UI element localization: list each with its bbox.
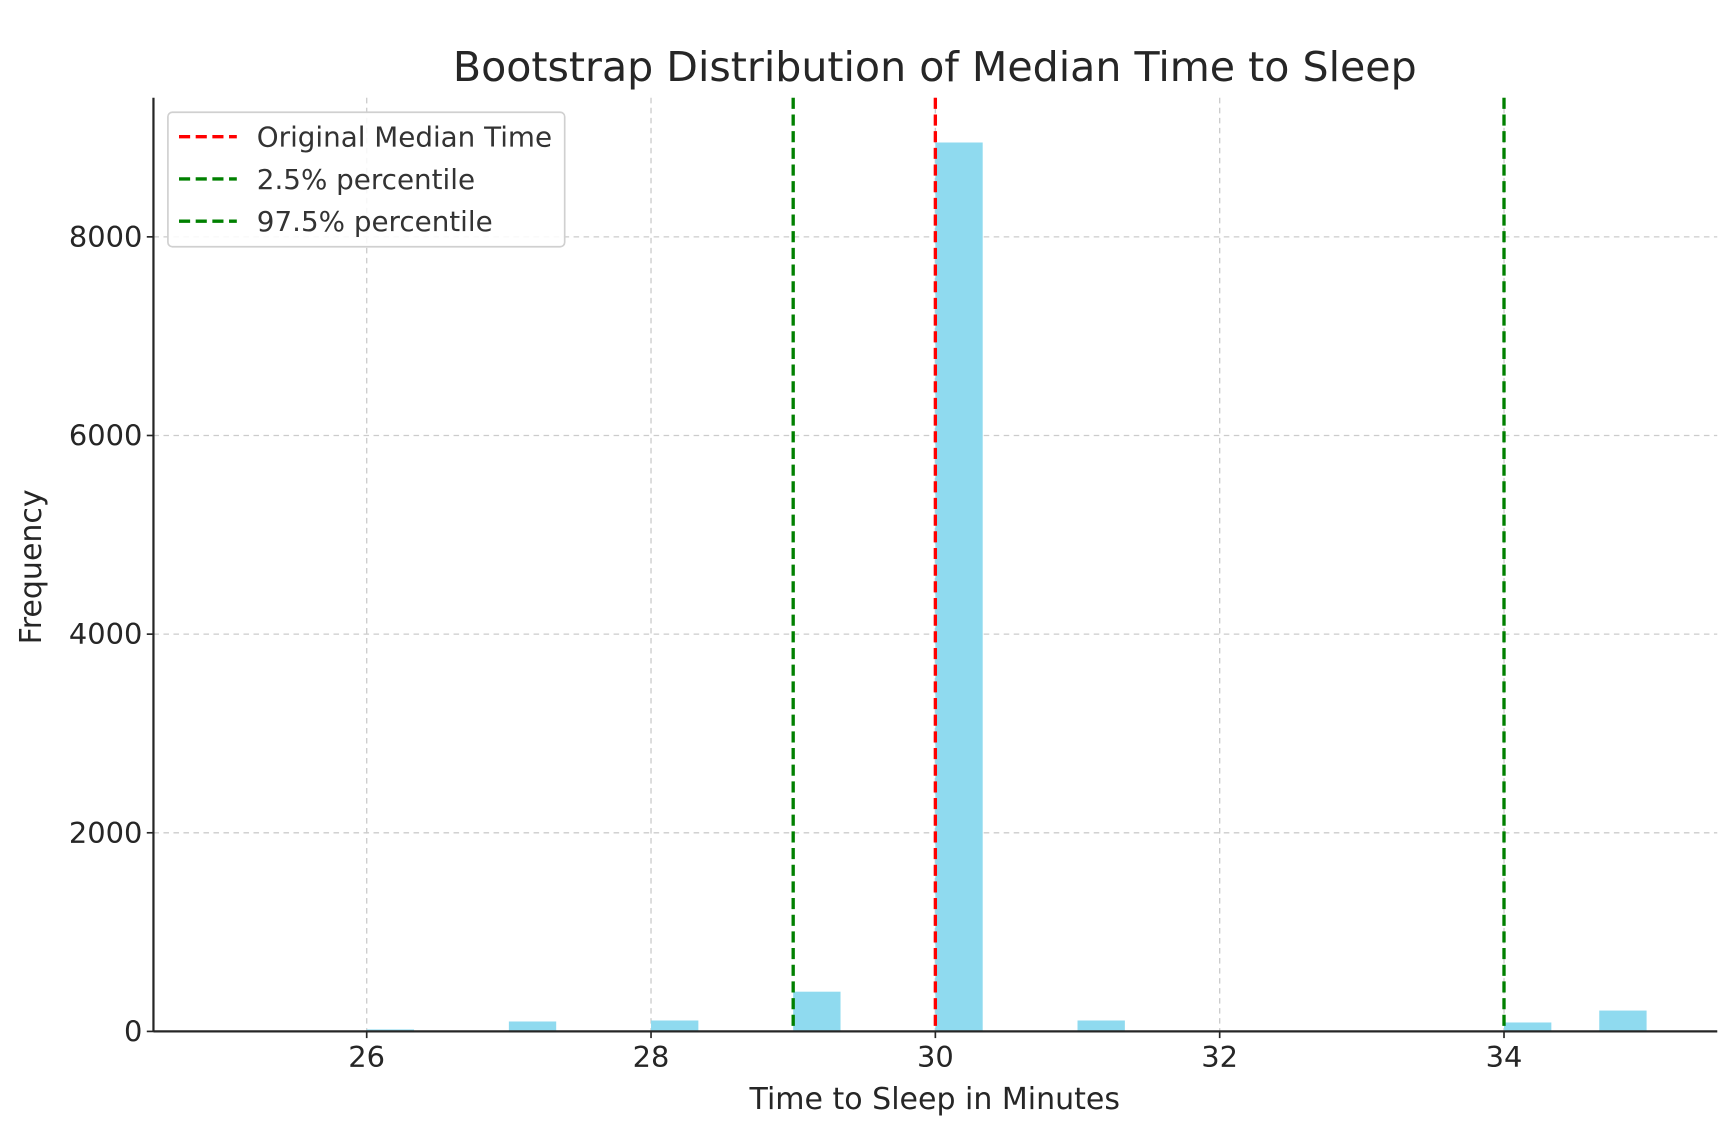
y-axis-label: Frequency (14, 489, 49, 644)
legend: Original Median Time 2.5% percentile 97.5%… (167, 111, 566, 248)
x-tick-label: 34 (1486, 1040, 1523, 1074)
y-tick-label: 8000 (69, 220, 143, 254)
histogram-bar (793, 991, 841, 1032)
y-tick-label: 0 (124, 1014, 142, 1048)
axes (152, 97, 1718, 1033)
legend-label: Original Median Time (257, 121, 552, 154)
legend-label: 97.5% percentile (257, 205, 493, 238)
reference-lines (791, 97, 1506, 1032)
histogram-bar (1599, 1010, 1647, 1032)
y-tick-label: 6000 (69, 418, 143, 452)
x-tick-label: 28 (633, 1040, 670, 1074)
histogram-bar (1504, 1022, 1552, 1032)
y-tick-label: 2000 (69, 816, 143, 850)
x-tick-label: 26 (348, 1040, 385, 1074)
histogram-bar (935, 142, 983, 1032)
y-tick-label: 4000 (69, 617, 143, 651)
y-ticks: 0 2000 4000 6000 8000 (69, 220, 154, 1048)
x-axis-label: Time to Sleep in Minutes (749, 1082, 1120, 1117)
legend-label: 2.5% percentile (257, 163, 475, 196)
legend-frame (167, 111, 566, 248)
x-tick-label: 30 (917, 1040, 954, 1074)
x-tick-label: 32 (1201, 1040, 1238, 1074)
chart-title: Bootstrap Distribution of Median Time to… (453, 43, 1417, 91)
histogram-bar (508, 1021, 557, 1032)
histogram-bar (1077, 1020, 1125, 1032)
histogram-bar (651, 1020, 699, 1032)
bars (366, 142, 1647, 1032)
x-ticks: 26 28 30 32 34 (348, 1031, 1522, 1074)
